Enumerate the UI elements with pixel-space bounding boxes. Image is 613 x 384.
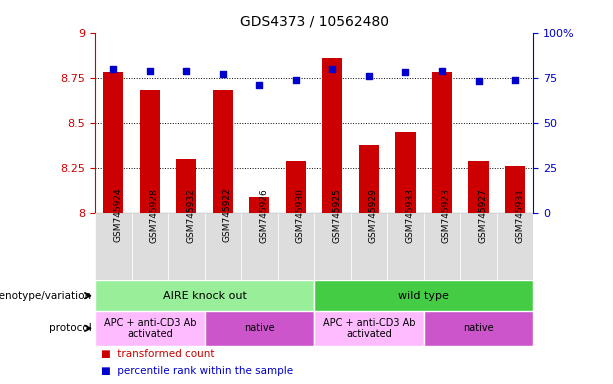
Bar xyxy=(359,144,379,213)
Point xyxy=(474,78,484,84)
Bar xyxy=(505,166,525,213)
Bar xyxy=(95,280,314,311)
Bar xyxy=(205,213,241,280)
Bar xyxy=(387,213,424,280)
Point xyxy=(254,82,264,88)
Point xyxy=(327,66,337,72)
Bar xyxy=(314,213,351,280)
Bar xyxy=(132,213,168,280)
Text: wild type: wild type xyxy=(398,291,449,301)
Bar xyxy=(140,90,160,213)
Point xyxy=(437,68,447,74)
Text: APC + anti-CD3 Ab
activated: APC + anti-CD3 Ab activated xyxy=(104,318,196,339)
Text: GSM745933: GSM745933 xyxy=(405,188,414,243)
Bar xyxy=(468,161,489,213)
Bar xyxy=(95,311,205,346)
Text: protocol: protocol xyxy=(49,323,92,333)
Bar xyxy=(424,311,533,346)
Text: APC + anti-CD3 Ab
activated: APC + anti-CD3 Ab activated xyxy=(322,318,415,339)
Bar xyxy=(460,213,497,280)
Text: GSM745928: GSM745928 xyxy=(150,188,159,243)
Bar xyxy=(241,213,278,280)
Text: GSM745929: GSM745929 xyxy=(369,188,378,243)
Text: GSM745923: GSM745923 xyxy=(442,188,451,243)
Text: GSM745925: GSM745925 xyxy=(332,188,341,243)
Text: GSM745930: GSM745930 xyxy=(296,188,305,243)
Text: genotype/variation: genotype/variation xyxy=(0,291,92,301)
Text: AIRE knock out: AIRE knock out xyxy=(162,291,246,301)
Point xyxy=(291,76,301,83)
Bar xyxy=(314,280,533,311)
Point xyxy=(109,66,118,72)
Bar xyxy=(286,161,306,213)
Bar xyxy=(213,90,233,213)
Title: GDS4373 / 10562480: GDS4373 / 10562480 xyxy=(240,15,389,29)
Point xyxy=(400,69,410,75)
Bar xyxy=(205,311,314,346)
Point xyxy=(145,68,154,74)
Point xyxy=(218,71,228,77)
Text: GSM745926: GSM745926 xyxy=(259,188,268,243)
Bar xyxy=(322,58,343,213)
Bar xyxy=(278,213,314,280)
Bar xyxy=(177,159,196,213)
Text: native: native xyxy=(463,323,494,333)
Text: GSM745931: GSM745931 xyxy=(515,188,524,243)
Bar xyxy=(168,213,205,280)
Text: ■  percentile rank within the sample: ■ percentile rank within the sample xyxy=(101,366,293,376)
Bar xyxy=(432,72,452,213)
Point xyxy=(364,73,374,79)
Bar xyxy=(249,197,270,213)
Text: native: native xyxy=(244,323,275,333)
Bar xyxy=(351,213,387,280)
Bar xyxy=(95,213,132,280)
Text: ■  transformed count: ■ transformed count xyxy=(101,349,215,359)
Bar xyxy=(103,72,123,213)
Point xyxy=(181,68,191,74)
Bar xyxy=(497,213,533,280)
Text: GSM745927: GSM745927 xyxy=(479,188,487,243)
Bar xyxy=(395,132,416,213)
Text: GSM745922: GSM745922 xyxy=(223,188,232,242)
Bar xyxy=(314,311,424,346)
Text: GSM745932: GSM745932 xyxy=(186,188,196,243)
Bar xyxy=(424,213,460,280)
Text: GSM745924: GSM745924 xyxy=(113,188,122,242)
Point xyxy=(510,76,520,83)
